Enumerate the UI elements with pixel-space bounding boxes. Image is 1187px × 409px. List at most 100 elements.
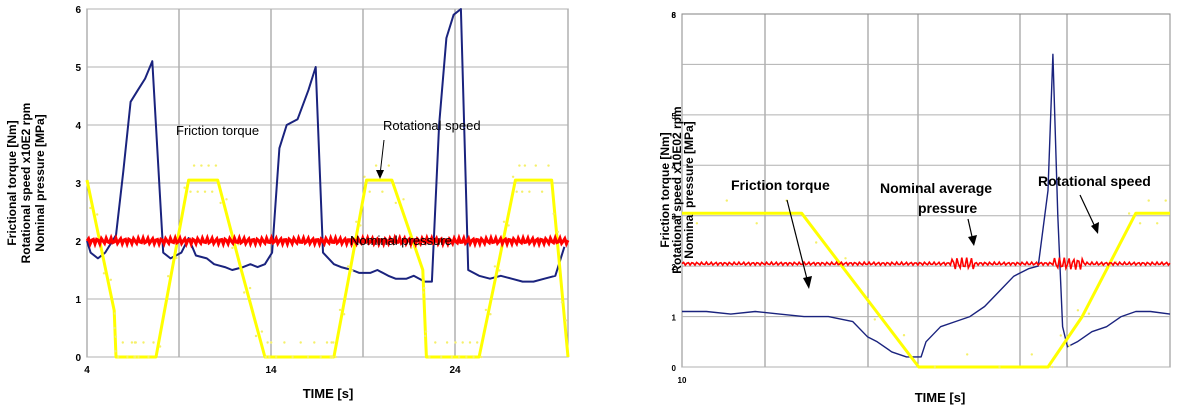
chart2-y-axis-label: Nominal pressure [MPa] [682,121,696,258]
chart1-speed-point [134,355,137,359]
chart1-speed-point [219,201,222,205]
chart2-annotation-torque: Friction torque [731,177,830,193]
chart1-speed-point [291,355,294,359]
chart2-speed-point [1138,222,1142,225]
chart2-speed-point [1076,309,1080,312]
chart2-y-axis-label: Rotational speed x10E02 rpm [670,106,684,273]
chart1-y-axis-label: Rotational speed x10E2 rpm [19,103,33,264]
chart1-annotation-pressure: Nominal pressure [350,233,452,248]
chart1-speed-point [200,164,203,167]
chart1-speed-point [468,341,472,344]
chart1-speed-point [192,164,196,167]
chart1-speed-point [560,301,564,304]
chart1-speed-point [450,355,453,359]
chart2-arrowhead-speed [1091,222,1099,234]
chart2-speed-point [1068,344,1071,347]
chart2-speed-point [933,365,936,369]
chart1-speed-point [547,164,550,167]
chart1-speed-point [109,278,113,281]
chart1-speed-point [260,330,264,333]
chart1-speed-point [502,220,506,223]
chart2-series-torque [682,53,1171,358]
chart1-speed-point [196,190,199,193]
chart2-speed-point [998,365,1001,369]
chart2-speed-point [1164,199,1167,202]
chart1-speed-point [457,355,461,359]
chart1-speed-point [134,341,137,344]
chart1-speed-point [359,224,362,227]
chart2-y-axis-label: Friction torque [Nm] [658,132,672,247]
chart1-speed-point [264,355,267,359]
chart1-speed-point [422,291,425,294]
chart1-speed-point [540,190,544,193]
chart1-speed-point [211,190,214,193]
chart2-speed-point [873,318,876,321]
chart1-speed-point [306,355,310,359]
chart1-speed-point [175,256,178,260]
chart1-x-tick-label: 14 [265,365,277,376]
chart1-speed-point [528,190,531,193]
chart1-speed-point [248,286,252,290]
chart1-speed-point [534,164,537,167]
chart1-y-tick-label: 5 [75,63,81,74]
chart1-speed-point [518,164,521,167]
chart1-speed-point [130,341,134,344]
chart1-series-pressure [85,233,570,249]
chart2-plot-area [681,13,1171,368]
chart1-speed-point [283,341,286,344]
chart2-arrowhead-torque [803,276,812,289]
chart1-speed-point [472,355,475,359]
chart1-speed-point [351,269,354,272]
chart1-speed-point [137,355,140,359]
chart1-speed-point [126,355,129,359]
chart1-speed-point [394,201,397,205]
chart1-speed-point [552,212,555,215]
chart2-y-tick-label: 0 [672,364,677,373]
chart2-speed-point [1127,212,1131,215]
chart1-speed-point [564,319,568,322]
chart1-speed-point [152,341,155,344]
chart1-speed-point [183,186,186,189]
chart1-speed-point [368,190,371,193]
chart1-speed-point [142,341,145,344]
chart1-speed-point [89,206,92,210]
chart2-annotation-pressure-1: Nominal average [880,180,992,196]
chart1-speed-point [117,355,120,359]
chart2-speed-point [844,257,847,260]
chart1-speed-point [355,220,358,223]
chart1-x-tick-label: 4 [84,365,90,376]
chart1-speed-point [484,308,488,312]
chart1-arrow-speed [379,139,385,176]
chart2-y-tick-label: 4 [672,162,677,171]
chart2-speed-point [815,241,818,244]
chart2-arrow-torque [786,199,809,284]
chart1-speed-point [332,341,335,344]
chart1-speed-point [299,341,302,344]
chart2-speed-point [755,222,758,225]
chart2-arrow-speed [1079,194,1097,230]
chart1-speed-point [113,312,117,315]
chart1-speed-point [434,341,437,344]
chart1-x-axis-label: TIME [s] [303,386,354,401]
chart1-speed-point [342,313,346,316]
chart1-speed-point [329,355,332,359]
chart1-speed-point [225,198,228,201]
chart1-speed-point [266,341,269,344]
chart2-y-tick-label: 1 [672,314,677,323]
chart2-speed-point [966,353,969,356]
chart2-y-tick-label: 6 [672,11,677,20]
chart2-speed-point [1059,334,1063,337]
chart2-series-speed [682,211,1170,369]
chart1-speed-point [402,198,405,201]
chart1-speed-point [445,341,449,344]
chart1-speed-point [214,164,218,167]
chart1-speed-point [96,213,99,216]
chart1-x-tick-label: 24 [449,365,461,376]
chart1-speed-point [507,224,510,227]
chart2-speed-point [695,222,699,225]
chart1-speed-point [515,190,518,193]
chart1-speed-point [325,341,329,344]
chart2-annotation-pressure-2: pressure [918,200,977,216]
chart1-speed-point [319,355,322,359]
chart1-speed-point [313,341,316,344]
